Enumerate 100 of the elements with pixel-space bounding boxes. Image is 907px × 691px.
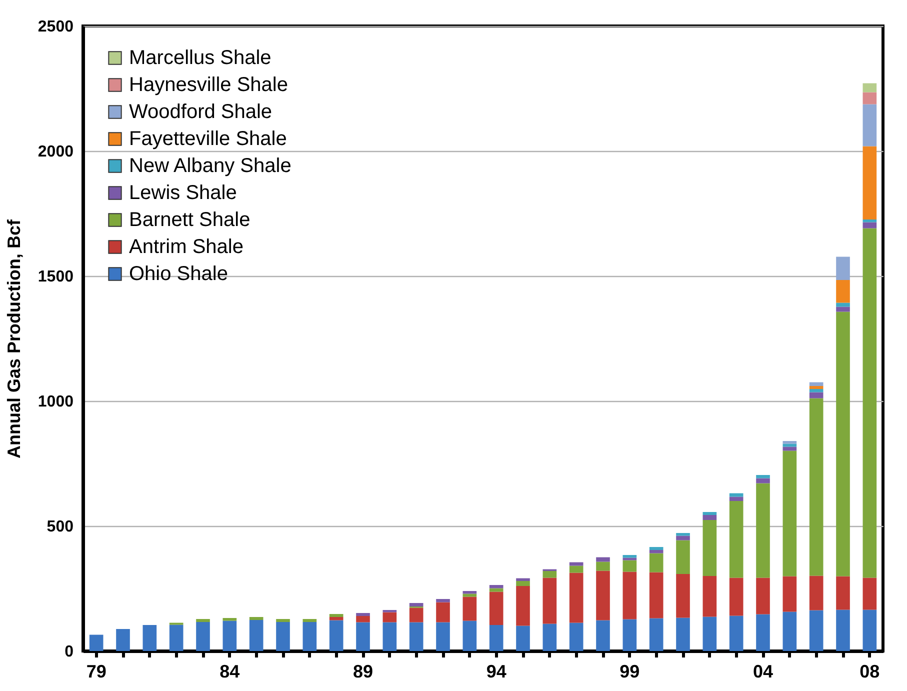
bar xyxy=(729,496,744,501)
bar xyxy=(836,610,850,651)
bar xyxy=(809,386,824,389)
bar xyxy=(196,622,210,651)
bar xyxy=(196,619,210,622)
bar xyxy=(356,613,370,616)
bar xyxy=(222,620,237,651)
bar xyxy=(569,562,584,566)
bar xyxy=(649,547,664,550)
bar xyxy=(222,618,237,621)
bar xyxy=(462,591,477,594)
bar xyxy=(809,392,824,398)
bar xyxy=(702,616,717,651)
bar xyxy=(169,624,184,651)
bar xyxy=(142,625,157,651)
x-tick-label: 94 xyxy=(486,662,506,682)
bar xyxy=(569,566,584,573)
bar xyxy=(836,576,850,610)
bar xyxy=(462,596,477,621)
y-tick-label: 2000 xyxy=(38,144,74,160)
bar xyxy=(409,622,424,651)
bar xyxy=(542,578,557,624)
bar xyxy=(862,92,877,104)
bar xyxy=(516,586,530,626)
bar xyxy=(302,619,317,622)
bar xyxy=(702,576,717,617)
bar xyxy=(756,478,770,484)
bar xyxy=(862,220,877,222)
bar xyxy=(436,602,450,622)
bar xyxy=(409,603,424,606)
bar xyxy=(862,146,877,220)
x-tick-label: 08 xyxy=(860,662,880,682)
bar xyxy=(302,622,317,651)
bar xyxy=(329,620,344,651)
bar xyxy=(729,493,744,497)
bar xyxy=(516,626,530,651)
bar xyxy=(862,610,877,651)
bar xyxy=(542,624,557,651)
bar xyxy=(862,104,877,146)
bar xyxy=(836,256,850,280)
bar xyxy=(276,619,290,622)
bar xyxy=(649,550,664,554)
bar xyxy=(489,585,504,588)
legend-label: New Albany Shale xyxy=(129,155,292,177)
bar xyxy=(489,588,504,592)
bar xyxy=(782,444,797,447)
bar xyxy=(756,475,770,478)
bar xyxy=(862,83,877,92)
bar xyxy=(809,610,824,651)
bar xyxy=(409,608,424,622)
legend-label: Haynesville Shale xyxy=(129,74,288,96)
bar xyxy=(782,612,797,651)
bar xyxy=(809,576,824,610)
bar xyxy=(329,614,344,617)
bar xyxy=(862,222,877,228)
legend-label: Marcellus Shale xyxy=(129,47,272,69)
bar xyxy=(462,594,477,597)
legend-label: Woodford Shale xyxy=(129,101,272,123)
bar xyxy=(596,570,610,620)
bar xyxy=(649,553,664,572)
bar xyxy=(542,571,557,578)
legend-label: Antrim Shale xyxy=(129,236,244,258)
bar xyxy=(249,617,264,620)
bar xyxy=(436,622,450,651)
bar xyxy=(622,560,637,572)
bar xyxy=(702,520,717,576)
bar xyxy=(649,618,664,651)
bar xyxy=(676,533,690,536)
legend-label: Fayetteville Shale xyxy=(129,128,287,150)
bar xyxy=(276,622,290,651)
y-tick-label: 1500 xyxy=(38,268,74,286)
bar xyxy=(756,614,770,651)
y-tick-label: 2500 xyxy=(38,18,74,36)
bar xyxy=(756,483,770,578)
x-tick-label: 04 xyxy=(752,662,774,682)
legend-label: Barnett Shale xyxy=(129,209,250,231)
bar xyxy=(862,578,877,610)
bar xyxy=(676,618,690,651)
x-tick-label: 89 xyxy=(352,662,374,682)
bar xyxy=(702,515,717,520)
bar xyxy=(676,536,690,540)
bar xyxy=(596,620,610,651)
bar xyxy=(622,572,637,620)
bar xyxy=(329,617,344,620)
bar xyxy=(702,512,717,515)
bar xyxy=(782,576,797,612)
x-tick-label: 84 xyxy=(220,662,240,682)
bar xyxy=(116,629,130,651)
bar xyxy=(489,625,504,651)
y-tick-label: 0 xyxy=(64,644,74,660)
bar xyxy=(622,619,637,651)
legend-label: Ohio Shale xyxy=(129,263,228,285)
bar xyxy=(756,578,770,614)
bar xyxy=(836,280,850,303)
bar xyxy=(596,557,610,562)
bar xyxy=(356,616,370,622)
legend-label: Lewis Shale xyxy=(129,182,237,204)
bar xyxy=(729,578,744,616)
bar xyxy=(462,620,477,651)
bar xyxy=(809,398,824,576)
